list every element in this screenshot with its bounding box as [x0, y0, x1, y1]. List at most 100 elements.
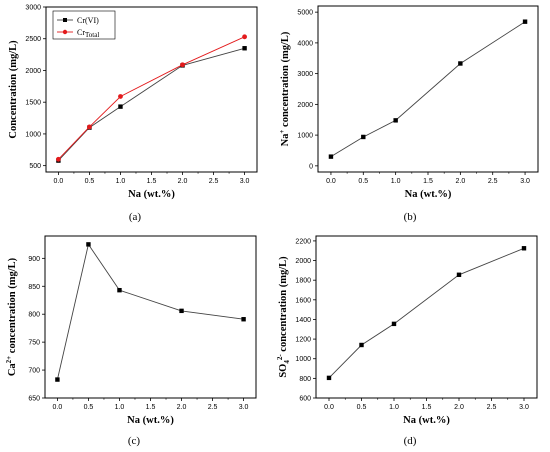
series-line-0 — [56, 243, 244, 380]
y-tick-label: 600 — [299, 396, 311, 403]
x-axis-title: Na (wt.%) — [405, 189, 452, 200]
panel-label: (a) — [129, 211, 142, 223]
plot-frame — [317, 5, 539, 173]
x-tick-label: 1.0 — [116, 178, 126, 185]
x-tick-label: 2.0 — [454, 404, 464, 411]
data-point — [180, 62, 185, 68]
x-tick-label: 0.5 — [85, 178, 95, 185]
y-tick-label: 1600 — [295, 297, 311, 304]
data-point — [55, 377, 60, 382]
series-line-0 — [330, 21, 526, 157]
y-tick-label: 2000 — [297, 102, 313, 109]
data-point — [242, 34, 247, 40]
data-point — [179, 308, 184, 314]
data-point — [456, 272, 462, 277]
y-tick-label: 2000 — [25, 68, 41, 75]
legend-box — [52, 10, 116, 40]
y-tick-label: 1200 — [295, 337, 311, 344]
x-tick-label: 2.5 — [487, 404, 497, 411]
data-point — [326, 375, 332, 381]
y-tick-label: 2000 — [295, 258, 311, 265]
x-tick-label: 1.5 — [423, 178, 433, 185]
data-point — [118, 94, 123, 99]
series-line-0 — [328, 247, 525, 379]
x-tick-label: 1.5 — [146, 404, 156, 411]
data-point — [118, 104, 123, 109]
y-tick-label: 4000 — [297, 40, 313, 47]
legend-marker — [62, 29, 68, 35]
x-tick-label: 3.0 — [239, 404, 249, 411]
y-tick-label: 3000 — [25, 5, 41, 12]
data-point — [361, 134, 366, 140]
chart-panel-c: 0.0 0.5 1.0 1.5 2.0 2.5 3.0 650 700 750 800 850 900 N… — [5, 235, 257, 447]
x-axis-title: Na (wt.%) — [403, 415, 450, 426]
x-axis-title: Na (wt.%) — [128, 189, 175, 200]
y-tick-label: 1500 — [25, 100, 41, 107]
y-tick-label: 750 — [28, 340, 40, 347]
data-point — [56, 156, 61, 162]
y-axis-title: Ca2+ concentration (mg/L) — [5, 257, 18, 376]
x-tick-label: 0.0 — [324, 404, 334, 411]
legend-marker — [63, 18, 67, 22]
chart-panel-d: 0.0 0.5 1.0 1.5 2.0 2.5 3.0 600 800 1000 1200 1400 1… — [276, 235, 538, 447]
data-point — [117, 287, 122, 293]
data-point — [241, 317, 246, 322]
y-tick-label: 2500 — [25, 36, 41, 43]
x-tick-label: 0.0 — [53, 404, 63, 411]
data-point — [458, 61, 463, 66]
panel-label: (d) — [404, 435, 417, 447]
legend-label: Cr(VI) — [77, 16, 99, 25]
x-tick-label: 1.5 — [422, 404, 432, 411]
y-tick-label: 700 — [28, 368, 40, 375]
x-axis-title: Na (wt.%) — [127, 415, 174, 426]
data-point — [522, 19, 528, 24]
legend-label: CrTotal — [77, 28, 99, 39]
y-axis-title: Concentration (mg/L) — [8, 40, 19, 139]
y-tick-label: 650 — [28, 396, 40, 403]
y-tick-label: 2200 — [295, 238, 311, 245]
y-tick-label: 1800 — [295, 278, 311, 285]
x-tick-label: 2.5 — [488, 178, 498, 185]
y-tick-label: 500 — [29, 163, 41, 170]
y-axis-title: Na+ concentration (mg/L) — [278, 31, 291, 146]
data-point — [86, 242, 91, 247]
data-point — [521, 246, 527, 251]
y-tick-label: 1400 — [295, 317, 311, 324]
x-tick-label: 1.0 — [391, 178, 401, 185]
chart-panel-a: 0.0 0.5 1.0 1.5 2.0 2.5 3.0 500 1000 1500 2000 2500… — [8, 5, 258, 223]
y-tick-label: 800 — [28, 312, 40, 319]
x-tick-label: 3.0 — [520, 178, 530, 185]
x-tick-label: 0.5 — [358, 178, 368, 185]
y-tick-label: 5000 — [297, 10, 313, 17]
data-point — [87, 124, 92, 130]
panel-label: (c) — [128, 435, 141, 447]
x-tick-label: 2.0 — [455, 178, 465, 185]
y-tick-label: 800 — [299, 376, 311, 383]
panel-label: (b) — [404, 211, 417, 223]
chart-panel-b: 0.0 0.5 1.0 1.5 2.0 2.5 3.0 0 1000 2000 3000 4000 50… — [278, 5, 539, 223]
x-tick-label: 1.0 — [389, 404, 399, 411]
y-axis-title: SO42- concentration (mg/L) — [276, 256, 291, 378]
x-tick-label: 0.5 — [357, 404, 367, 411]
x-tick-label: 2.5 — [208, 404, 218, 411]
data-point — [359, 342, 364, 348]
y-tick-label: 900 — [28, 256, 40, 263]
data-point — [242, 46, 247, 51]
x-tick-label: 3.0 — [240, 178, 250, 185]
data-point — [328, 154, 334, 159]
x-tick-label: 1.5 — [147, 178, 157, 185]
data-point — [393, 118, 398, 123]
y-tick-label: 3000 — [297, 71, 313, 78]
x-tick-label: 0.0 — [326, 178, 336, 185]
series-line-1 — [58, 36, 245, 160]
data-point — [391, 321, 397, 327]
x-tick-label: 0.5 — [84, 404, 94, 411]
x-tick-label: 0.0 — [54, 178, 64, 185]
x-tick-label: 2.0 — [178, 178, 188, 185]
y-tick-label: 850 — [28, 284, 40, 291]
plot-frame — [315, 235, 538, 399]
x-tick-label: 3.0 — [519, 404, 529, 411]
y-tick-label: 0 — [309, 163, 313, 170]
x-tick-label: 1.0 — [115, 404, 125, 411]
